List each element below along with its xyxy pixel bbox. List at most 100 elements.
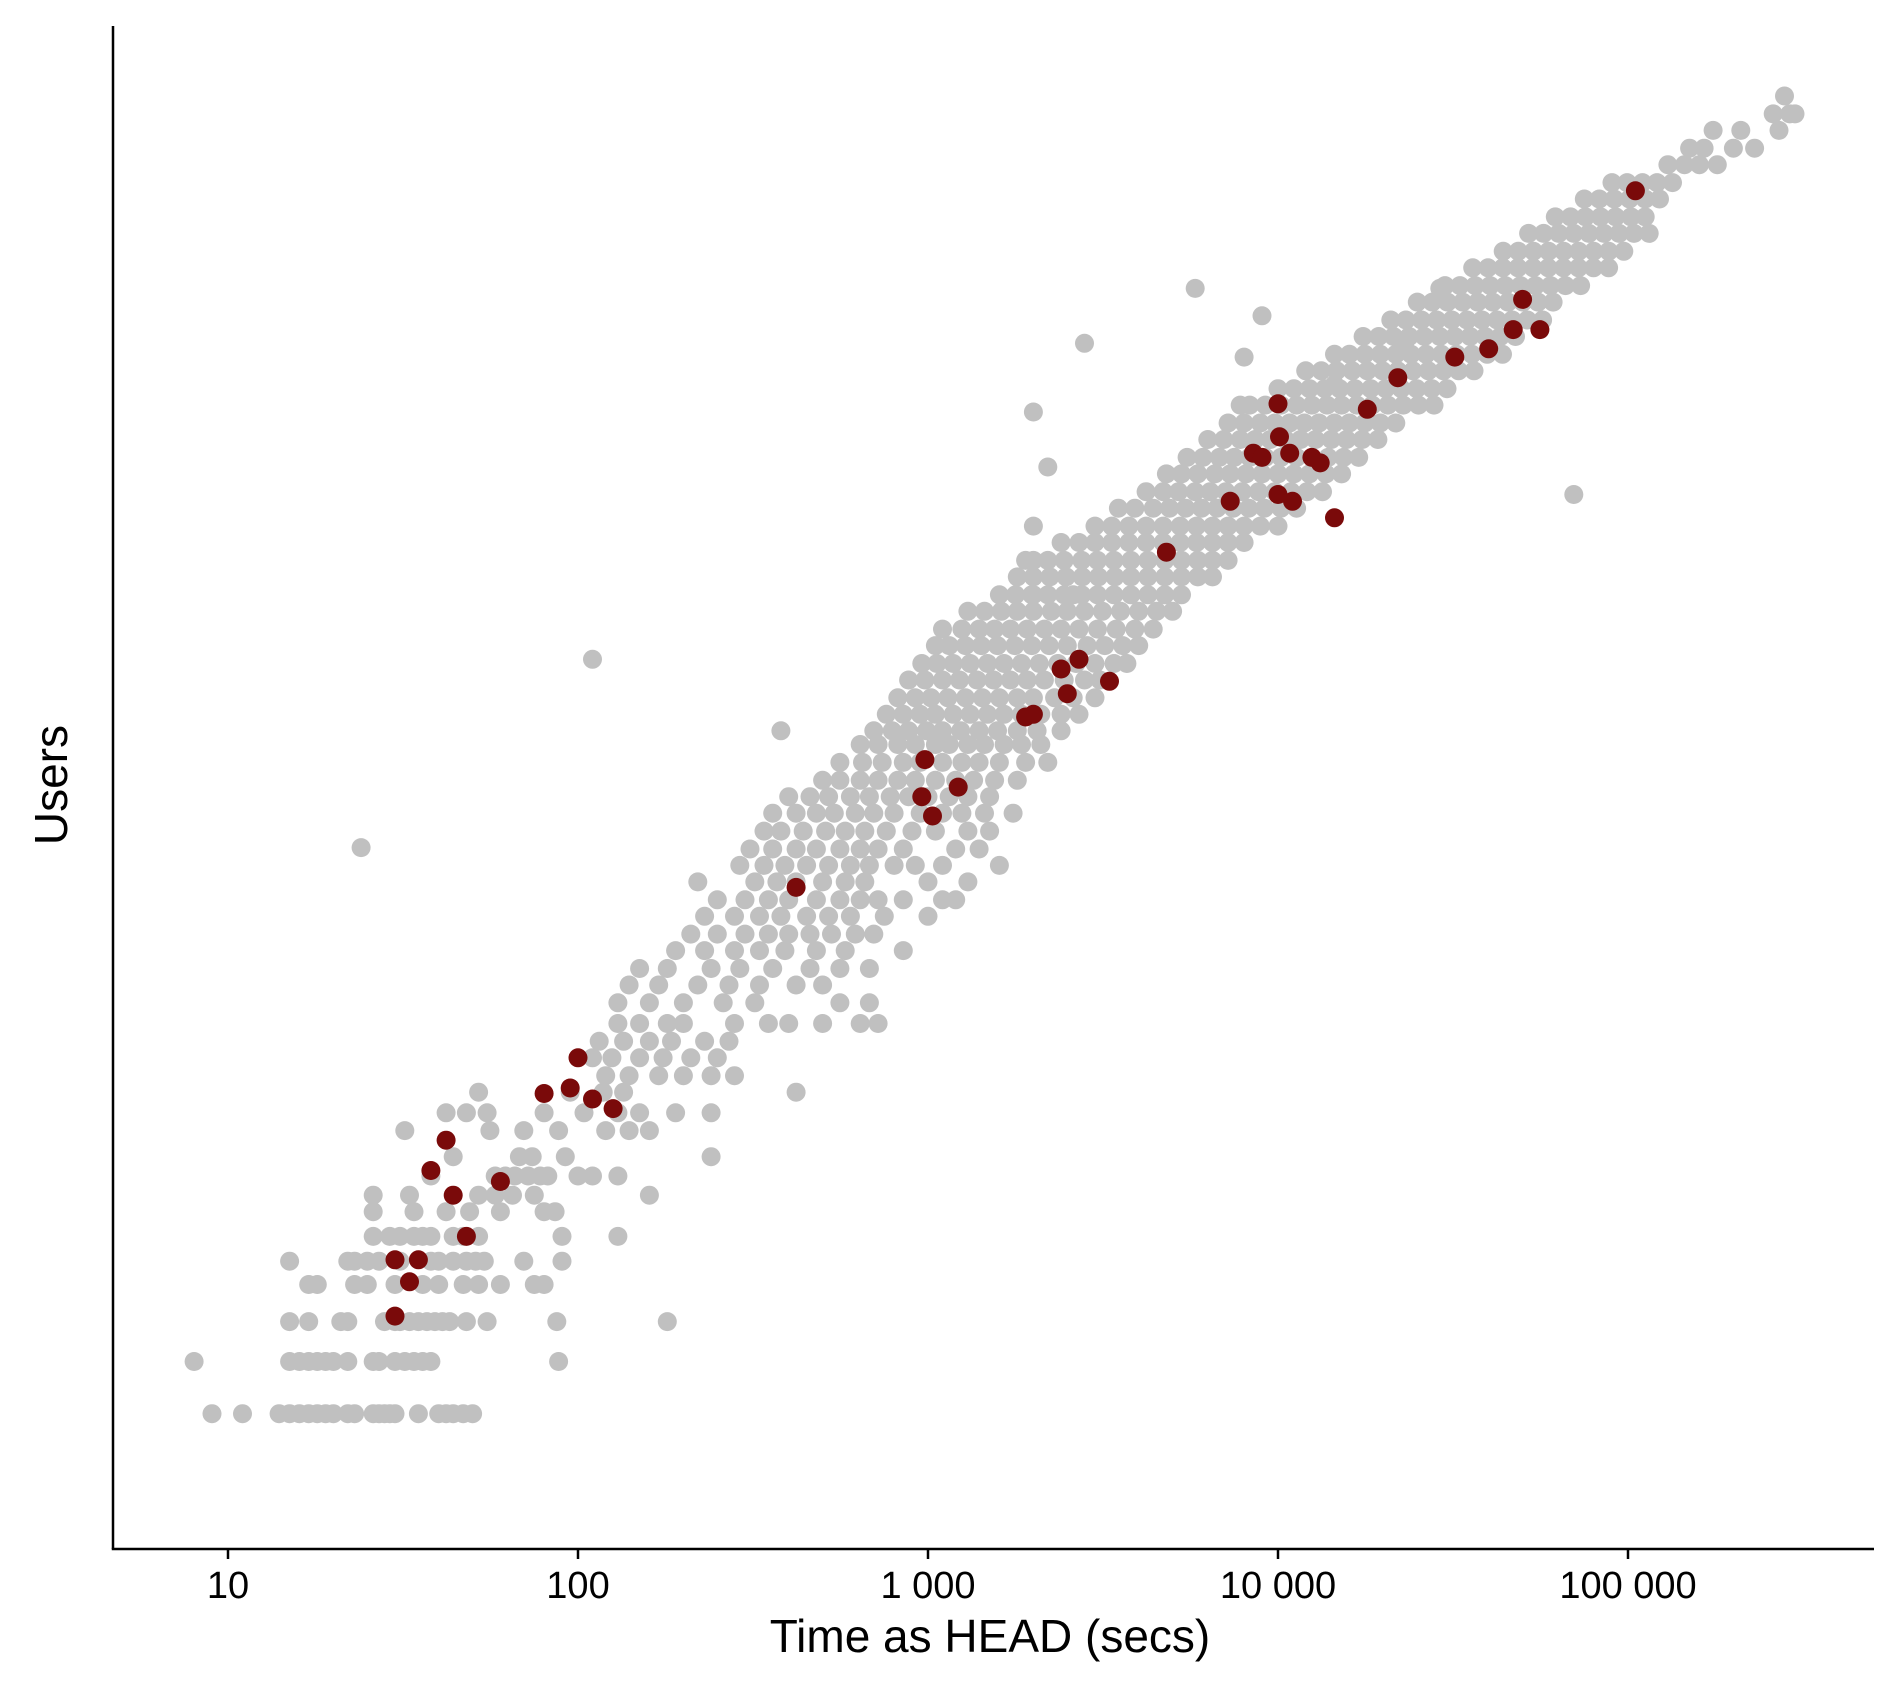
background-point <box>385 1275 405 1294</box>
background-point <box>1538 258 1558 278</box>
background-point <box>1220 464 1240 484</box>
background-point <box>443 1147 463 1167</box>
background-point <box>819 906 839 926</box>
background-point <box>1203 567 1222 587</box>
background-point <box>639 1185 659 1205</box>
background-point <box>1313 482 1332 502</box>
background-point <box>1051 533 1071 552</box>
background-point <box>1650 189 1669 209</box>
background-point <box>918 906 938 926</box>
background-point <box>933 890 952 910</box>
background-point <box>1214 430 1234 449</box>
background-point <box>1041 601 1061 621</box>
background-point <box>363 1185 383 1205</box>
background-point <box>1528 292 1548 312</box>
background-point <box>1156 464 1176 484</box>
background-point <box>1569 258 1588 278</box>
background-point <box>1016 752 1036 772</box>
background-point <box>1085 688 1105 708</box>
background-point <box>771 821 791 841</box>
background-point <box>688 975 708 995</box>
background-point <box>545 1202 565 1222</box>
background-point <box>991 601 1011 621</box>
background-point <box>673 993 693 1013</box>
background-point <box>1088 550 1107 570</box>
background-point <box>1414 327 1434 346</box>
background-point <box>730 959 750 978</box>
background-point <box>1170 533 1190 552</box>
background-point <box>630 1103 650 1123</box>
background-point <box>363 1202 383 1222</box>
background-point <box>1085 516 1105 536</box>
background-point <box>1054 550 1074 570</box>
background-point <box>707 890 727 910</box>
background-point <box>184 1352 204 1371</box>
background-point <box>1023 402 1043 422</box>
x-axis-title: Time as HEAD (secs) <box>770 1610 1210 1662</box>
background-point <box>868 839 888 859</box>
background-point <box>933 619 952 639</box>
background-point <box>469 1082 489 1102</box>
background-point <box>1023 567 1043 587</box>
background-point <box>385 1404 405 1424</box>
background-point <box>1143 619 1163 639</box>
background-point <box>1113 636 1133 656</box>
background-point <box>735 890 755 910</box>
background-point <box>653 1048 673 1068</box>
highlight-point <box>490 1172 510 1191</box>
background-point <box>657 1014 677 1033</box>
background-point <box>1416 344 1436 364</box>
background-point <box>1395 333 1415 353</box>
background-point <box>1000 619 1020 639</box>
background-point <box>975 803 994 823</box>
background-point <box>1172 567 1191 587</box>
highlight-point <box>1268 485 1288 504</box>
background-point <box>1193 447 1213 467</box>
background-point <box>1373 361 1393 381</box>
background-point <box>921 688 941 708</box>
background-point <box>534 1103 554 1123</box>
background-point <box>763 839 783 859</box>
highlight-point <box>1325 508 1344 528</box>
highlight-point <box>1388 368 1408 388</box>
background-point <box>1703 120 1723 140</box>
background-point <box>1075 670 1094 690</box>
background-point <box>933 752 952 772</box>
highlight-point <box>436 1130 456 1150</box>
background-point <box>822 924 841 944</box>
background-point <box>806 941 826 961</box>
background-point <box>673 1014 693 1033</box>
background-point <box>538 1166 558 1186</box>
background-point <box>797 855 817 875</box>
background-point <box>1188 567 1208 587</box>
background-point <box>1554 241 1574 261</box>
background-point <box>946 890 966 910</box>
highlight-point <box>1445 347 1465 367</box>
background-point <box>1453 292 1473 312</box>
background-point <box>1072 567 1092 587</box>
highlight-point <box>1280 443 1300 463</box>
background-point <box>888 770 908 790</box>
background-point <box>657 1312 677 1332</box>
background-point <box>1105 567 1125 587</box>
background-point <box>978 704 998 724</box>
background-point <box>547 1312 567 1332</box>
background-point <box>786 1082 806 1102</box>
background-point <box>1234 516 1254 536</box>
background-point <box>1069 704 1089 724</box>
background-point <box>830 839 850 859</box>
background-point <box>1450 276 1470 296</box>
background-point <box>1119 516 1139 536</box>
background-point <box>469 1185 489 1205</box>
background-point <box>1017 619 1037 639</box>
background-point <box>400 1185 419 1205</box>
background-point <box>876 704 896 724</box>
background-point <box>1534 223 1554 243</box>
highlight-point <box>456 1226 476 1246</box>
background-point <box>830 752 850 772</box>
background-point <box>956 688 975 708</box>
highlight-point <box>1156 542 1176 562</box>
background-point <box>421 1352 441 1371</box>
background-point <box>1125 619 1145 639</box>
